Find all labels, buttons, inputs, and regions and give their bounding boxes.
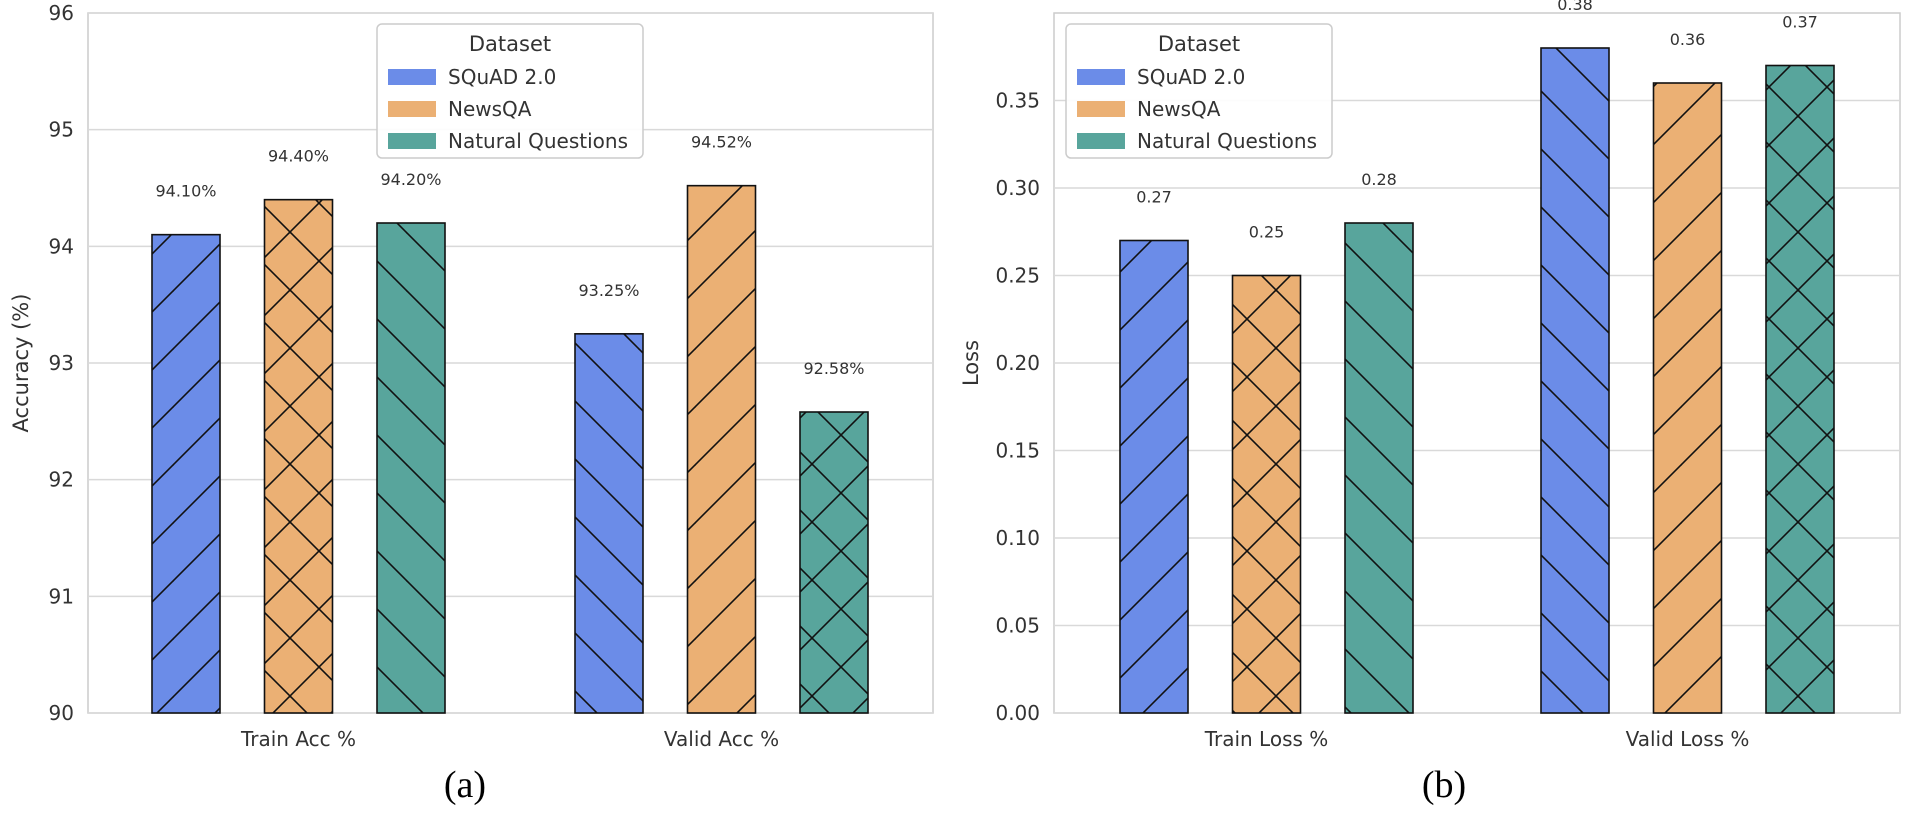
chart-panel-b: 0.00 0.05 0.10 0.15 0.20 0.25 0.30 0.35 Loss 0.27… <box>959 0 1901 806</box>
y-tick-label: 0.35 <box>995 89 1040 113</box>
y-tick-label: 0.00 <box>995 701 1040 725</box>
y-tick-label: 92 <box>49 468 74 492</box>
bar-natural-questions-0 <box>1344 222 1414 714</box>
x-tick-label: Valid Acc % <box>664 727 779 751</box>
bar-natural-questions-1 <box>799 411 869 714</box>
x-tick-label: Train Loss % <box>1204 727 1329 751</box>
data-label: 92.58% <box>803 359 864 378</box>
data-label: 94.10% <box>155 182 216 201</box>
legend-box <box>376 23 644 159</box>
y-tick-label: 0.15 <box>995 439 1040 463</box>
x-tick-label: Valid Loss % <box>1626 727 1750 751</box>
y-tick-label: 0.05 <box>995 614 1040 638</box>
legend-swatch <box>388 69 436 85</box>
y-tick-label: 96 <box>49 1 74 25</box>
legend-entry: Natural Questions <box>448 129 628 153</box>
bar-squad-2-0-1 <box>574 333 644 714</box>
panel-caption: (a) <box>444 764 486 806</box>
y-tick-label: 0.30 <box>995 176 1040 200</box>
y-tick-label: 90 <box>49 701 74 725</box>
y-tick-label: 91 <box>49 584 74 608</box>
data-label: 0.27 <box>1136 188 1172 207</box>
data-label: 0.37 <box>1782 13 1818 32</box>
legend: Dataset SQuAD 2.0 NewsQA Natural Questions <box>376 23 644 159</box>
legend-entry: SQuAD 2.0 <box>448 65 556 89</box>
data-label: 0.36 <box>1670 30 1706 49</box>
y-axis-label: Loss <box>959 340 983 386</box>
legend-box <box>1065 23 1333 159</box>
legend: Dataset SQuAD 2.0 NewsQA Natural Questions <box>1065 23 1333 159</box>
data-label: 94.52% <box>691 133 752 152</box>
legend-swatch <box>1077 101 1125 117</box>
legend-title: Dataset <box>469 32 551 56</box>
y-tick-label: 0.10 <box>995 526 1040 550</box>
legend-entry: NewsQA <box>1137 97 1221 121</box>
x-tick-label: Train Acc % <box>240 727 356 751</box>
bar-squad-2-0-0 <box>1119 239 1189 714</box>
panel-caption: (b) <box>1422 764 1466 806</box>
bar-newsqa-1 <box>1652 82 1723 714</box>
data-label: 94.20% <box>380 170 441 189</box>
legend-swatch <box>1077 133 1125 149</box>
legend-entry: SQuAD 2.0 <box>1137 65 1245 89</box>
bar-newsqa-1 <box>686 184 757 714</box>
y-tick-label: 94 <box>49 234 74 258</box>
legend-entry: Natural Questions <box>1137 129 1317 153</box>
bar-squad-2-0-1 <box>1540 47 1610 714</box>
y-axis-label: Accuracy (%) <box>9 294 33 433</box>
y-tick-label: 95 <box>49 118 74 142</box>
legend-swatch <box>388 133 436 149</box>
y-tick-label: 0.20 <box>995 351 1040 375</box>
bar-newsqa-0 <box>263 198 334 714</box>
legend-swatch <box>388 101 436 117</box>
legend-entry: NewsQA <box>448 97 532 121</box>
data-label: 94.40% <box>268 147 329 166</box>
legend-title: Dataset <box>1158 32 1240 56</box>
bar-newsqa-0 <box>1231 274 1302 714</box>
chart-panel-a: 90 91 92 93 94 95 96 Accuracy (%) 94.10% 94.40% 94… <box>9 1 934 806</box>
data-label: 0.25 <box>1249 223 1285 242</box>
legend-swatch <box>1077 69 1125 85</box>
data-label: 0.28 <box>1361 170 1397 189</box>
data-label: 0.38 <box>1557 0 1593 14</box>
data-label: 93.25% <box>578 281 639 300</box>
bar-squad-2-0-0 <box>151 233 221 714</box>
y-tick-label: 93 <box>49 351 74 375</box>
bar-natural-questions-1 <box>1765 64 1835 714</box>
bar-natural-questions-0 <box>376 222 446 714</box>
y-tick-label: 0.25 <box>995 264 1040 288</box>
